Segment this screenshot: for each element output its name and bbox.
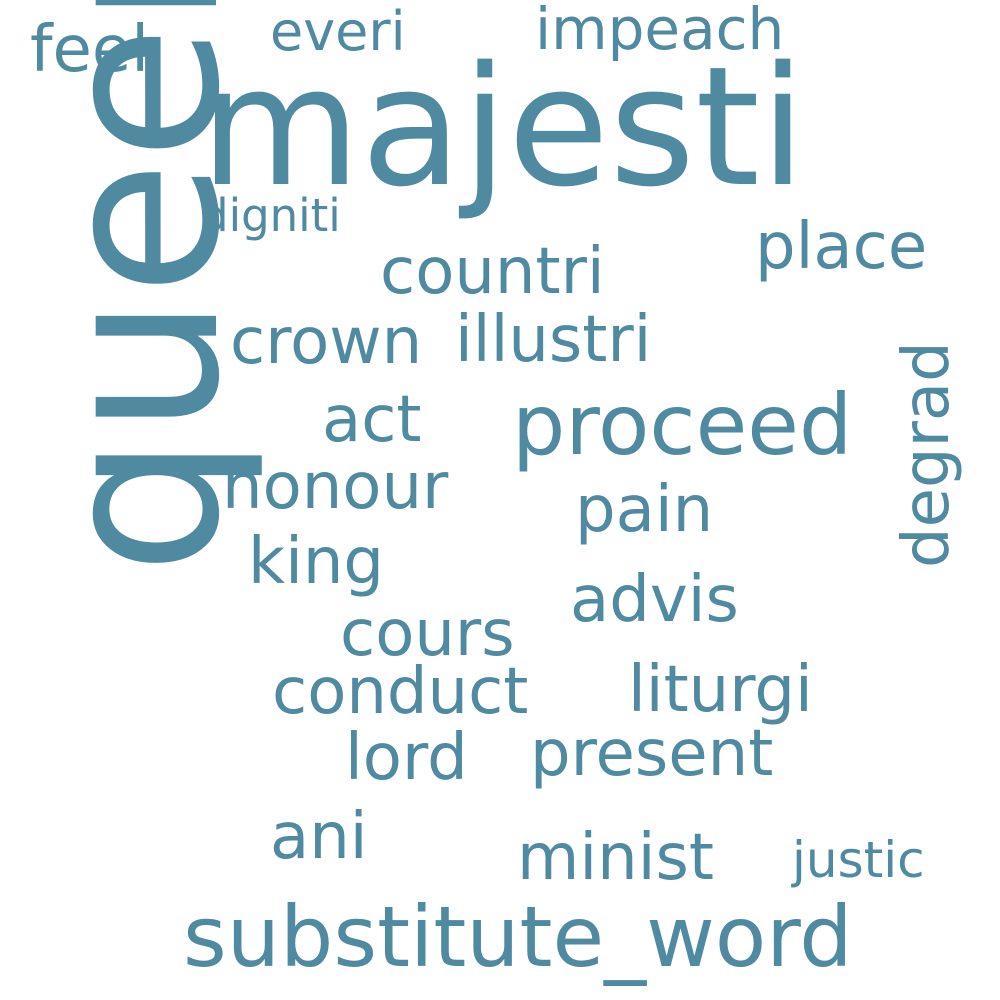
word-digniti: digniti (200, 189, 341, 242)
word-conduct: conduct (272, 655, 529, 729)
word-everi: everi (270, 0, 406, 63)
word-proceed: proceed (512, 376, 853, 474)
word-feel: feel (30, 13, 150, 87)
word-impeach: impeach (535, 0, 785, 63)
word-king: king (248, 525, 385, 599)
word-lord: lord (345, 721, 468, 795)
word-cours: cours (340, 597, 515, 671)
word-substitute-word: substitute_word (183, 888, 853, 986)
word-countri: countri (380, 235, 605, 309)
word-majesti: majesti (200, 31, 806, 223)
word-illustri: illustri (455, 303, 652, 377)
word-place: place (755, 210, 928, 284)
word-minist: minist (517, 821, 714, 895)
word-justic: justic (792, 831, 925, 889)
word-degrad: degrad (890, 341, 964, 568)
word-crown: crown (230, 305, 423, 379)
word-present: present (530, 717, 774, 791)
word-liturgi: liturgi (628, 653, 813, 727)
word-advis: advis (570, 563, 739, 637)
word-act: act (322, 383, 422, 457)
word-honour: honour (222, 450, 449, 524)
word-pain: pain (575, 473, 714, 547)
word-ani: ani (270, 800, 368, 874)
